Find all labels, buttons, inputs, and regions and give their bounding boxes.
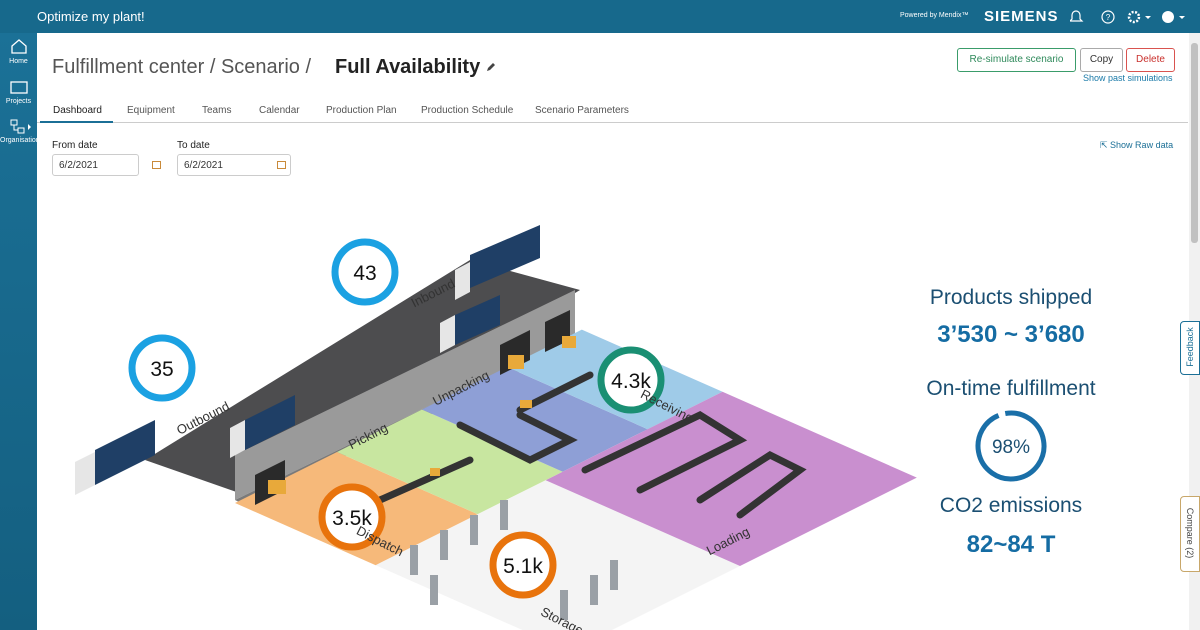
metric-bubble (331, 238, 399, 306)
to-label: To date (177, 140, 210, 151)
bubble-label: 5.1k (503, 555, 543, 578)
feedback-tab[interactable]: Feedback (1180, 321, 1200, 375)
kpi-value: 3’530 ~ 3’680 (937, 321, 1085, 348)
to-input[interactable]: 6/2/2021 (177, 154, 291, 176)
breadcrumb[interactable]: Fulfillment center / Scenario / (52, 56, 311, 78)
from-input[interactable]: 6/2/2021 (52, 154, 139, 176)
bubble-label: 43 (353, 262, 376, 285)
bubble-label: 4.3k (611, 370, 651, 393)
projects-icon[interactable] (10, 80, 28, 94)
resimulate-button[interactable]: Re-simulate scenario (957, 48, 1076, 72)
wall (235, 290, 575, 500)
nav-organisation[interactable]: Organisation (0, 137, 40, 144)
resimulate-label: Re-simulate scenario (969, 54, 1064, 65)
past-simulations-link[interactable]: Show past simulations (1083, 73, 1173, 83)
nav-projects[interactable]: Projects (5, 98, 32, 105)
conveyors (376, 371, 807, 519)
floor-zone (375, 480, 740, 630)
kpi-label: On-time fulfillment (926, 377, 1096, 400)
edit-icon[interactable] (485, 61, 497, 73)
from-value: 6/2/2021 (59, 160, 98, 171)
tab-divider (37, 122, 1188, 123)
brand: SIEMENS (984, 8, 1059, 25)
metric-bubbles: 43 35 4.3k 3.5k 5.1k (128, 238, 665, 599)
to-value: 6/2/2021 (184, 160, 223, 171)
tab[interactable]: Production Plan (326, 105, 397, 116)
page-title: Full Availability (335, 56, 481, 78)
bubble-label: 35 (150, 358, 173, 381)
kpi-value: 98% (992, 437, 1030, 458)
floor-zone (337, 409, 563, 515)
tab[interactable]: Calendar (259, 105, 300, 116)
kpi-ring: 98% (975, 410, 1047, 482)
delete-button[interactable]: Delete (1126, 48, 1175, 72)
metric-bubble (318, 483, 386, 551)
org-icon[interactable] (10, 119, 32, 135)
tab[interactable]: Scenario Parameters (535, 105, 629, 116)
calendar-icon[interactable] (152, 160, 161, 169)
scroll-thumb[interactable] (1191, 43, 1198, 243)
delete-label: Delete (1136, 54, 1165, 65)
from-label: From date (52, 140, 98, 151)
calendar-icon[interactable] (277, 160, 286, 169)
metric-bubble (128, 334, 196, 402)
tab[interactable]: Production Schedule (421, 105, 514, 116)
compare-label: Compare (2) (1185, 507, 1195, 559)
feedback-label: Feedback (1185, 327, 1195, 367)
copy-label: Copy (1089, 54, 1114, 65)
trucks (75, 225, 540, 495)
svg-text:?: ? (1106, 13, 1111, 22)
boxes (268, 336, 576, 494)
home-icon[interactable] (10, 38, 28, 54)
kpi-label: Products shipped (929, 286, 1093, 309)
nav-home[interactable]: Home (9, 58, 28, 65)
metric-bubble (489, 531, 557, 599)
kpi-label: CO2 emissions (939, 494, 1083, 517)
bubble-label: 3.5k (332, 507, 372, 530)
top-icons[interactable]: ? (1070, 8, 1200, 26)
kpi-value: 82~84 T (966, 531, 1056, 558)
active-tab-indicator (40, 121, 113, 123)
tab[interactable]: Equipment (127, 105, 175, 116)
powered-by: Powered by Mendix™ (900, 12, 969, 19)
copy-button[interactable]: Copy (1080, 48, 1123, 72)
app-title: Optimize my plant! (37, 9, 145, 24)
raw-data-label: Show Raw data (1110, 140, 1174, 150)
compare-tab[interactable]: Compare (2) (1180, 496, 1200, 572)
tab[interactable]: Teams (202, 105, 232, 116)
metric-bubble (597, 346, 665, 414)
top-bar: Optimize my plant! Powered by Mendix™ SI… (0, 0, 1200, 33)
tab[interactable]: Dashboard (53, 105, 102, 116)
sidebar: Home Projects Organisation (0, 33, 40, 630)
storage-racks (410, 500, 618, 620)
raw-data-link[interactable]: ⇱ Show Raw data (1100, 140, 1174, 150)
